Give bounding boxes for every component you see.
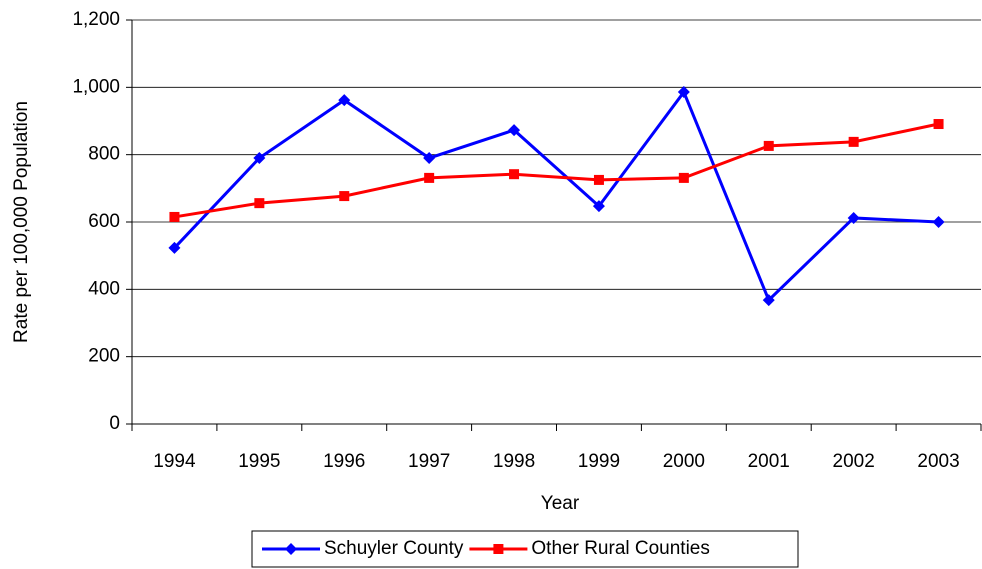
y-tick-label: 800 (88, 144, 120, 165)
data-point (678, 172, 689, 183)
x-tick-label: 1997 (408, 451, 450, 472)
x-tick-label: 1998 (493, 451, 535, 472)
y-tick-label: 0 (109, 413, 120, 434)
x-tick-label: 2003 (917, 451, 959, 472)
data-point (509, 169, 520, 180)
x-tick-label: 1994 (153, 451, 196, 472)
series-line (173, 89, 939, 303)
y-tick-label: 1,200 (72, 9, 120, 30)
data-point (848, 136, 859, 147)
data-point (253, 152, 266, 165)
data-point (847, 211, 860, 224)
data-point (254, 198, 265, 209)
legend-marker (493, 544, 504, 554)
y-tick-label: 200 (88, 346, 120, 367)
data-point (763, 140, 774, 151)
data-point (677, 86, 690, 99)
data-point (592, 200, 605, 213)
data-point (339, 191, 350, 202)
legend: Schuyler County Other Rural Counties (251, 530, 799, 568)
x-tick-label: 1995 (238, 451, 280, 472)
series-line (174, 122, 939, 219)
data-point (933, 119, 944, 130)
y-tick-label: 600 (88, 211, 120, 232)
data-point (169, 211, 180, 222)
data-point (423, 152, 436, 165)
x-tick-label: 1996 (323, 451, 365, 472)
y-tick-label: 400 (88, 278, 120, 299)
x-tick-label: 1999 (578, 451, 620, 472)
data-point (593, 174, 604, 185)
legend-label: Schuyler County (324, 538, 464, 559)
data-point (338, 94, 351, 107)
x-tick-label: 2002 (833, 451, 875, 472)
data-point (424, 172, 435, 183)
x-tick-label: 2000 (663, 451, 705, 472)
x-axis-label: Year (541, 493, 580, 514)
y-axis-label: Rate per 100,000 Population (11, 101, 32, 343)
data-point (932, 216, 945, 228)
legend-label: Other Rural Counties (531, 538, 709, 559)
data-point (508, 124, 521, 137)
data-point (762, 294, 775, 307)
y-tick-label: 1,000 (72, 76, 120, 97)
legend-marker (285, 543, 297, 555)
data-point (168, 241, 181, 254)
x-tick-label: 2001 (748, 451, 790, 472)
